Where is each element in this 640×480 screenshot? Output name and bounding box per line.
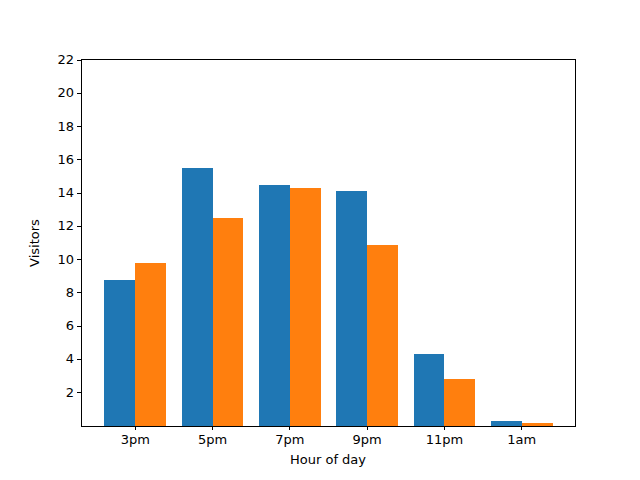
bar	[367, 245, 398, 426]
y-tick-label: 22	[57, 52, 74, 68]
bar	[491, 421, 522, 426]
y-tick-label: 14	[57, 185, 74, 201]
y-tick-label: 18	[57, 119, 74, 135]
x-tick-label: 1am	[507, 432, 536, 448]
y-tick-label: 20	[57, 85, 74, 101]
y-tick-label: 4	[66, 351, 74, 367]
y-tick-mark	[77, 60, 81, 61]
y-tick-mark	[77, 359, 81, 360]
bar	[444, 379, 475, 426]
x-axis-label: Hour of day	[290, 452, 366, 467]
y-tick-mark	[77, 392, 81, 393]
x-tick-mark	[212, 426, 213, 430]
bar	[522, 423, 553, 426]
y-tick-mark	[77, 93, 81, 94]
x-tick-label: 9pm	[353, 432, 382, 448]
y-tick-mark	[77, 326, 81, 327]
y-tick-label: 8	[66, 285, 74, 301]
bar	[336, 191, 367, 426]
x-tick-mark	[367, 426, 368, 430]
bar-chart-figure: Visitors 2468101214161820223pm5pm7pm9pm1…	[0, 0, 640, 480]
y-tick-label: 16	[57, 152, 74, 168]
x-tick-label: 5pm	[198, 432, 227, 448]
y-tick-label: 2	[66, 385, 74, 401]
y-tick-label: 10	[57, 252, 74, 268]
y-tick-mark	[77, 292, 81, 293]
y-tick-mark	[77, 159, 81, 160]
plot-area: 2468101214161820223pm5pm7pm9pm11pm1am	[81, 59, 576, 427]
y-tick-mark	[77, 259, 81, 260]
bar	[290, 188, 321, 426]
x-tick-mark	[135, 426, 136, 430]
y-tick-label: 12	[57, 218, 74, 234]
x-tick-label: 3pm	[121, 432, 150, 448]
y-tick-mark	[77, 193, 81, 194]
bar	[182, 168, 213, 426]
y-tick-mark	[77, 126, 81, 127]
y-axis-label: Visitors	[27, 219, 42, 267]
bar	[135, 263, 166, 426]
y-tick-label: 6	[66, 318, 74, 334]
bar	[213, 218, 244, 426]
bar	[259, 185, 290, 426]
x-tick-label: 11pm	[426, 432, 463, 448]
x-tick-label: 7pm	[275, 432, 304, 448]
x-tick-mark	[289, 426, 290, 430]
x-tick-mark	[444, 426, 445, 430]
y-tick-mark	[77, 226, 81, 227]
bar	[104, 280, 135, 426]
bar	[414, 354, 445, 426]
x-tick-mark	[521, 426, 522, 430]
